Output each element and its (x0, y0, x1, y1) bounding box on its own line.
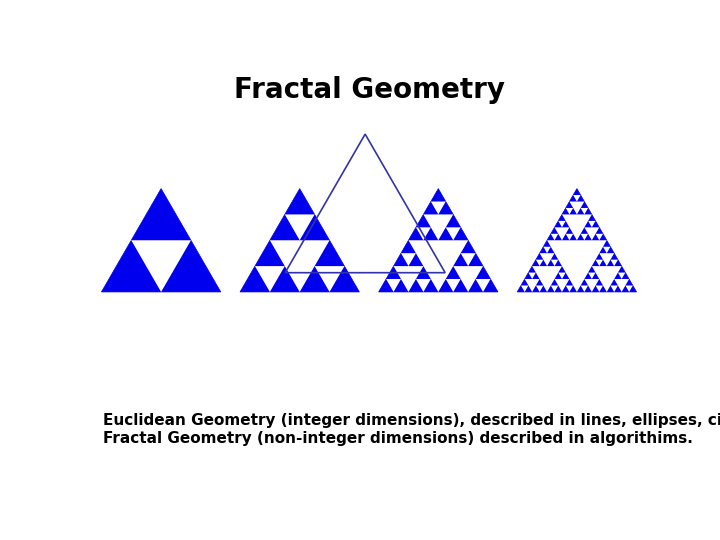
Polygon shape (431, 201, 446, 214)
Polygon shape (599, 253, 614, 266)
Polygon shape (566, 234, 573, 240)
Polygon shape (416, 227, 431, 240)
Polygon shape (102, 188, 221, 292)
Polygon shape (562, 214, 592, 240)
Polygon shape (618, 273, 626, 279)
Polygon shape (517, 188, 636, 292)
Polygon shape (570, 201, 585, 214)
Polygon shape (386, 279, 401, 292)
Polygon shape (611, 260, 618, 266)
Polygon shape (525, 279, 539, 292)
Polygon shape (554, 279, 570, 292)
Polygon shape (558, 221, 566, 227)
Polygon shape (539, 253, 554, 266)
Polygon shape (240, 188, 359, 292)
Polygon shape (595, 286, 603, 292)
Polygon shape (580, 286, 588, 292)
Polygon shape (551, 260, 558, 266)
Polygon shape (379, 188, 498, 292)
Polygon shape (558, 273, 566, 279)
Polygon shape (446, 279, 461, 292)
Polygon shape (566, 286, 573, 292)
Polygon shape (614, 279, 629, 292)
Polygon shape (401, 253, 416, 266)
Polygon shape (423, 214, 453, 240)
Polygon shape (408, 240, 468, 292)
Polygon shape (536, 286, 544, 292)
Polygon shape (551, 234, 558, 240)
Polygon shape (270, 240, 330, 292)
Polygon shape (476, 279, 490, 292)
Polygon shape (285, 214, 315, 240)
Polygon shape (588, 221, 595, 227)
Polygon shape (544, 247, 551, 253)
Text: Fractal Geometry: Fractal Geometry (233, 76, 505, 104)
Polygon shape (595, 234, 603, 240)
Polygon shape (585, 279, 599, 292)
Polygon shape (592, 266, 621, 292)
Polygon shape (453, 266, 483, 292)
Polygon shape (446, 227, 461, 240)
Polygon shape (588, 273, 595, 279)
Polygon shape (315, 266, 344, 292)
Polygon shape (554, 227, 570, 240)
Polygon shape (536, 260, 544, 266)
Polygon shape (532, 266, 562, 292)
Polygon shape (580, 234, 588, 240)
Polygon shape (603, 247, 611, 253)
Polygon shape (528, 273, 536, 279)
Polygon shape (595, 260, 603, 266)
Polygon shape (394, 266, 423, 292)
Polygon shape (255, 266, 285, 292)
Polygon shape (585, 227, 599, 240)
Polygon shape (547, 240, 607, 292)
Polygon shape (580, 208, 588, 214)
Text: Euclidean Geometry (integer dimensions), described in lines, ellipses, circles.: Euclidean Geometry (integer dimensions),… (104, 413, 720, 428)
Text: Fractal Geometry (non-integer dimensions) described in algorithims.: Fractal Geometry (non-integer dimensions… (104, 431, 693, 446)
Polygon shape (416, 279, 431, 292)
Polygon shape (521, 286, 528, 292)
Polygon shape (611, 286, 618, 292)
Polygon shape (573, 195, 580, 201)
Polygon shape (131, 240, 191, 292)
Polygon shape (626, 286, 633, 292)
Polygon shape (551, 286, 558, 292)
Polygon shape (461, 253, 476, 266)
Polygon shape (566, 208, 573, 214)
